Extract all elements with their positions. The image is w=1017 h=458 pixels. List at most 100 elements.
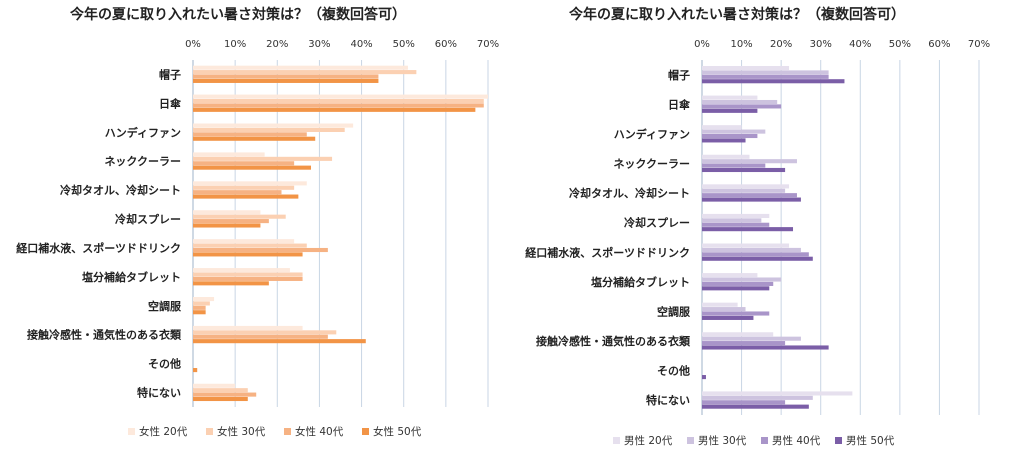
legend-label: 男性 40代 [772, 434, 821, 447]
bar [193, 272, 303, 277]
x-tick-label: 70% [477, 39, 499, 50]
bar [702, 256, 813, 261]
category-label: 経口補水液、スポーツドドリンク [16, 241, 181, 255]
x-tick-label: 60% [928, 39, 950, 50]
category-label: 冷却スプレー [624, 216, 690, 230]
bar [702, 79, 845, 84]
bar [702, 400, 786, 405]
bar [702, 159, 797, 164]
bar [702, 315, 754, 320]
bar [702, 391, 853, 396]
bar [193, 305, 206, 310]
bar [702, 74, 829, 79]
x-tick-label: 70% [968, 39, 990, 50]
category-label: 帽子 [668, 68, 690, 82]
bar [193, 74, 379, 79]
bar [702, 302, 738, 307]
bar [193, 268, 290, 273]
legend-label: 女性 50代 [373, 425, 422, 438]
bar [193, 243, 307, 248]
category-label: 接触冷感性・通気性のある衣類 [536, 334, 691, 348]
x-tick-label: 0% [185, 39, 201, 50]
bar [193, 383, 236, 388]
x-tick-label: 40% [350, 39, 372, 50]
bar [702, 252, 809, 257]
category-label: 冷却タオル、冷却シート [60, 183, 181, 197]
bar [193, 156, 333, 161]
bar [702, 281, 774, 286]
bar [193, 310, 206, 315]
bar [702, 163, 766, 168]
bar [193, 123, 354, 128]
category-label: 日傘 [159, 96, 182, 110]
bar [193, 330, 337, 335]
category-label: 特にない [137, 386, 181, 400]
category-label: 特にない [646, 393, 690, 407]
bar [193, 78, 379, 83]
bar [702, 243, 790, 248]
bar [193, 239, 295, 244]
legend-swatch [362, 428, 369, 435]
legend-swatch [687, 437, 694, 444]
bar [193, 103, 484, 108]
bar [193, 392, 257, 397]
bar [702, 138, 746, 143]
bar [702, 213, 770, 219]
legend-label: 女性 20代 [139, 425, 188, 438]
bar [193, 165, 311, 170]
bar [702, 184, 790, 189]
bar [702, 277, 782, 282]
bar [702, 247, 801, 252]
bar [193, 194, 299, 199]
bar [702, 154, 750, 159]
chart-title: 今年の夏に取り入れたい暑さ対策は？（複数回答可） [70, 7, 406, 23]
bar [702, 286, 770, 291]
x-tick-label: 0% [694, 39, 710, 50]
chart-female-plot: 0% 10% 20% 30% 40% 50% 60% 70% 帽子日傘ハンディファンネッククーラ… [16, 39, 499, 438]
bar [193, 281, 269, 286]
bar [193, 368, 198, 373]
bar [193, 210, 261, 215]
bar [702, 95, 758, 100]
category-label: ネッククーラー [613, 158, 690, 171]
legend-label: 男性 30代 [698, 434, 747, 447]
bar [702, 311, 770, 316]
bar [193, 388, 248, 393]
bar [193, 132, 307, 137]
x-tick-label: 60% [435, 39, 457, 50]
bar [702, 395, 813, 400]
bar [702, 345, 829, 350]
bar [193, 107, 476, 112]
bar [702, 104, 782, 109]
bar [193, 396, 248, 402]
category-label: 帽子 [159, 67, 181, 81]
category-label: 空調服 [148, 299, 182, 313]
bar [193, 127, 345, 132]
bar [193, 94, 488, 99]
bar [702, 197, 801, 202]
legend-swatch [835, 437, 842, 444]
legend-swatch [206, 428, 213, 435]
category-label: 接触冷感性・通気性のある衣類 [27, 328, 182, 342]
legend-label: 男性 20代 [624, 434, 673, 447]
bar [702, 307, 746, 312]
bar [702, 125, 742, 130]
bar [702, 108, 758, 113]
bar [193, 181, 307, 186]
bar [702, 273, 758, 278]
category-label: 塩分補給タブレット [591, 275, 690, 289]
category-label: 冷却スプレー [115, 212, 181, 226]
category-label: ハンディファン [614, 127, 690, 141]
bar [702, 332, 774, 337]
bar [193, 334, 328, 339]
bar [702, 218, 762, 223]
bar [193, 296, 215, 302]
category-label: 冷却タオル、冷却シート [569, 186, 690, 200]
x-tick-label: 50% [393, 39, 415, 50]
bar [702, 188, 786, 193]
legend-swatch [128, 428, 135, 435]
bar [193, 98, 484, 104]
chart-male-plot: 0% 10% 20% 30% 40% 50% 60% 70% 帽子日傘ハンディファンネッククーラ… [525, 39, 990, 447]
bar [702, 65, 790, 71]
bar [702, 99, 778, 105]
